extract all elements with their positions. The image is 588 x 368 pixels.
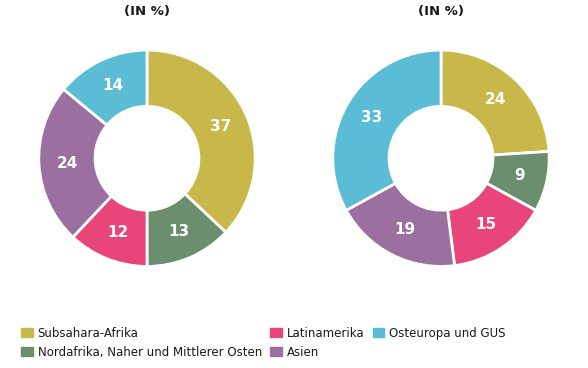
Circle shape [95,106,199,210]
Wedge shape [486,152,549,210]
Text: 9: 9 [514,168,524,183]
Title: DEZA BILATERAL
GEOGRAFISCHE
AUFTEILUNG 2015
(IN %): DEZA BILATERAL GEOGRAFISCHE AUFTEILUNG 2… [79,0,215,18]
Text: 15: 15 [476,217,496,232]
Text: 24: 24 [485,92,506,107]
Wedge shape [346,183,455,266]
Text: 33: 33 [362,110,383,125]
Wedge shape [333,50,441,210]
Legend: Subsahara-Afrika, Nordafrika, Naher und Mittlerer Osten, Latinamerika, Asien, Os: Subsahara-Afrika, Nordafrika, Naher und … [18,323,509,362]
Wedge shape [147,194,226,266]
Text: 12: 12 [107,225,128,240]
Wedge shape [39,89,112,237]
Wedge shape [147,50,255,232]
Circle shape [389,106,493,210]
Text: 37: 37 [210,119,231,134]
Wedge shape [73,196,147,266]
Text: 24: 24 [56,156,78,171]
Wedge shape [64,50,147,125]
Wedge shape [441,50,549,155]
Title: SECO BILATERAL
GEOGRAFISCHE
AUFTEILUNG 2015
(IN %): SECO BILATERAL GEOGRAFISCHE AUFTEILUNG 2… [373,0,509,18]
Text: 19: 19 [394,222,415,237]
Wedge shape [447,183,536,266]
Text: 13: 13 [168,224,189,239]
Text: 14: 14 [102,78,123,93]
